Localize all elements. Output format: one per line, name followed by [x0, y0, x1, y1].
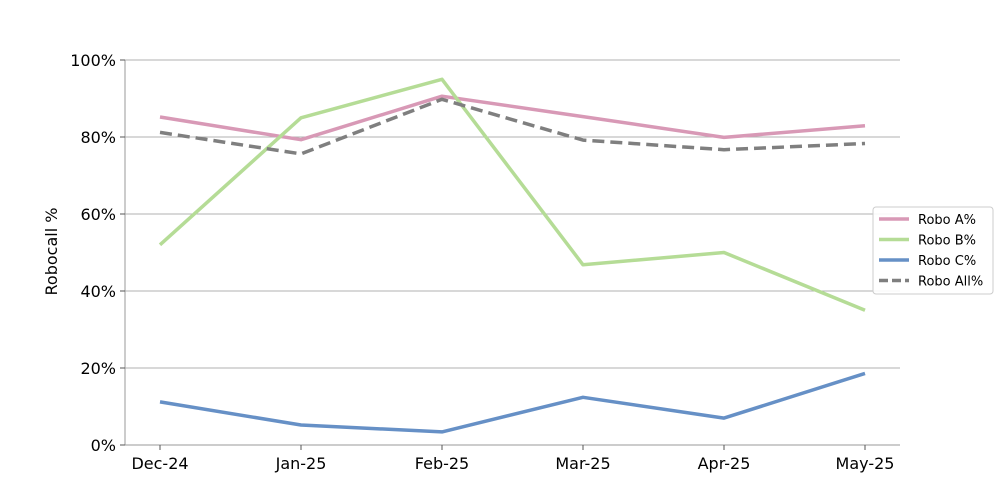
- y-tick-label: 20%: [80, 359, 116, 378]
- x-tick-label: Jan-25: [275, 454, 327, 473]
- y-tick-label: 80%: [80, 128, 116, 147]
- y-ticks: 0% 20% 40% 60% 80% 100%: [70, 51, 125, 455]
- series-line-robo-all: [159, 97, 866, 156]
- legend-label: Robo A%: [918, 213, 976, 228]
- series-line-robo-b: [158, 77, 866, 312]
- y-axis-label: Robocall %: [42, 208, 61, 296]
- legend-label: Robo C%: [918, 254, 976, 269]
- series-line-robo-a: [159, 94, 866, 142]
- x-tick-label: May-25: [836, 454, 895, 473]
- y-tick-label: 100%: [70, 51, 116, 70]
- x-ticks: Dec-24 Jan-25 Feb-25 Mar-25 Apr-25 May-25: [131, 445, 894, 473]
- y-tick-label: 60%: [80, 205, 116, 224]
- y-tick-label: 0%: [91, 436, 116, 455]
- legend: Robo A% Robo B% Robo C% Robo All%: [872, 206, 994, 295]
- gridlines: [125, 59, 900, 369]
- x-tick-label: Feb-25: [415, 454, 469, 473]
- series-lines: [158, 77, 866, 434]
- y-tick-label: 40%: [80, 282, 116, 301]
- axes: [124, 60, 900, 446]
- legend-box: [872, 206, 994, 295]
- legend-label: Robo B%: [918, 234, 976, 249]
- x-tick-label: Dec-24: [131, 454, 188, 473]
- legend-label: Robo All%: [918, 275, 983, 290]
- series-line-robo-c: [159, 371, 866, 434]
- x-tick-label: Mar-25: [555, 454, 610, 473]
- x-tick-label: Apr-25: [698, 454, 751, 473]
